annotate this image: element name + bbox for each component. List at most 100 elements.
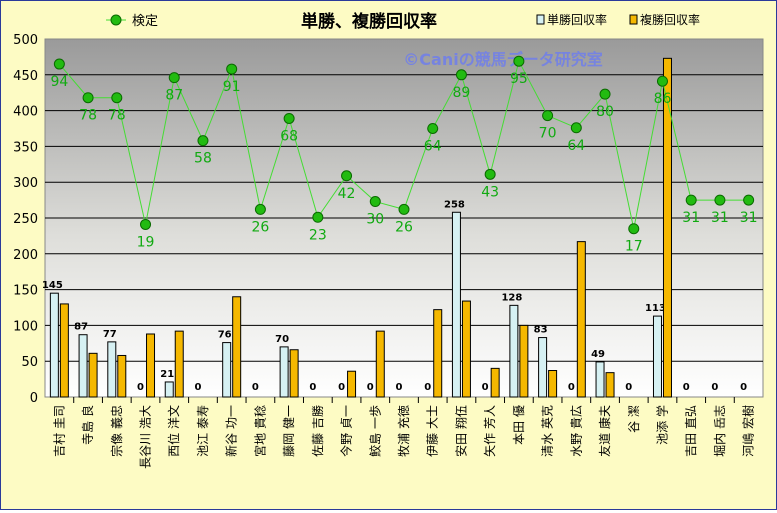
legend-label: 検定 [132, 14, 158, 29]
bar-data-label: 76 [218, 330, 232, 341]
bar-単勝回収率 [652, 315, 662, 398]
bar-複勝回収率 [232, 296, 242, 398]
x-tick-label: 清水 英克 [541, 405, 555, 457]
x-tick-label: 長谷川 浩大 [139, 405, 153, 469]
y-tick-label: 50 [21, 355, 38, 370]
bar-複勝回収率 [347, 370, 357, 398]
x-tick-label: 池江 泰寿 [196, 405, 210, 457]
x-tick-label: 吉村 圭司 [52, 405, 66, 457]
x-tick-label: 友道 康夫 [597, 405, 612, 457]
bar-data-label: 0 [711, 382, 718, 393]
line-data-label: 31 [740, 210, 758, 226]
legend-line-marker [110, 14, 122, 26]
bar-単勝回収率 [451, 211, 461, 398]
bar-data-label: 0 [683, 382, 690, 393]
bar-単勝回収率 [595, 361, 605, 398]
bar-data-label: 87 [74, 322, 88, 333]
line-data-label: 91 [223, 79, 241, 95]
x-tick-label: 伊藤 大士 [426, 405, 440, 457]
bar-単勝回収率 [107, 341, 117, 398]
bar-単勝回収率 [49, 292, 59, 398]
bar-data-label: 0 [568, 382, 575, 393]
bar-data-label: 0 [367, 382, 374, 393]
line-point [743, 194, 755, 206]
y-tick-label: 0 [30, 391, 38, 406]
line-point [398, 203, 410, 215]
bar-複勝回収率 [519, 324, 529, 398]
bar-data-label: 113 [645, 303, 666, 314]
y-tick-label: 100 [13, 319, 38, 334]
y-tick-label: 300 [13, 176, 38, 191]
line-data-label: 42 [338, 186, 356, 202]
bar-data-label: 0 [252, 382, 259, 393]
x-tick-label: 吉田 直弘 [684, 405, 698, 457]
bar-複勝回収率 [88, 352, 98, 398]
line-point [599, 88, 611, 100]
line-point [484, 168, 496, 180]
bar-単勝回収率 [279, 346, 289, 398]
line-data-label: 78 [108, 108, 126, 124]
bar-data-label: 21 [160, 369, 174, 380]
line-point [140, 218, 152, 230]
line-point [53, 58, 65, 70]
legend-label: 単勝回収率 [547, 12, 607, 27]
line-point [283, 112, 295, 124]
bar-複勝回収率 [117, 354, 127, 398]
line-point [542, 110, 554, 122]
bar-複勝回収率 [461, 300, 471, 398]
y-tick-label: 450 [13, 69, 38, 84]
line-data-label: 89 [453, 85, 471, 101]
line-point [455, 69, 467, 81]
legend-label: 複勝回収率 [640, 12, 700, 27]
bar-data-label: 0 [740, 382, 747, 393]
bar-data-label: 128 [501, 292, 522, 303]
bar-複勝回収率 [146, 333, 156, 398]
x-tick-label: 本田 優 [512, 405, 526, 445]
x-tick-label: 西位 洋文 [166, 405, 181, 457]
line-data-label: 58 [194, 151, 212, 167]
bar-複勝回収率 [289, 349, 299, 398]
line-data-label: 31 [711, 210, 729, 226]
bar-data-label: 0 [338, 382, 345, 393]
y-tick-label: 150 [13, 284, 38, 299]
bar-data-label: 77 [103, 329, 117, 340]
bar-data-label: 145 [42, 280, 63, 291]
line-data-label: 31 [682, 210, 700, 226]
x-tick-label: 鮫島 一歩 [367, 405, 382, 457]
x-tick-label: 藤岡 健一 [282, 405, 296, 457]
bar-複勝回収率 [375, 330, 385, 398]
x-tick-label: 安田 翔伍 [453, 405, 468, 457]
y-tick-label: 200 [13, 248, 38, 263]
bar-data-label: 0 [482, 382, 489, 393]
line-data-label: 87 [165, 88, 183, 104]
line-point [82, 92, 94, 104]
bar-単勝回収率 [164, 381, 174, 398]
line-point [513, 55, 525, 67]
y-axis: 0 50 100 150 200 250 300 350 400 450 500 [13, 33, 38, 406]
x-axis: 吉村 圭司 寺島 良宗像 義忠 長谷川 浩大 西位 洋文 池江 泰寿 新谷 功一 宮地 貴稔… [52, 397, 756, 469]
bar-data-label: 49 [591, 349, 605, 360]
y-tick-label: 500 [13, 33, 38, 48]
bar-複勝回収率 [59, 303, 69, 398]
line-data-label: 43 [481, 184, 499, 200]
bar-単勝回収率 [78, 334, 88, 398]
x-tick-label: 堀内 岳志 [712, 405, 727, 457]
x-tick-label: 谷 潔 [627, 405, 641, 433]
line-series: 94 78 78 19 87 58 91 26 68 23 42 30 26 64 89 43 95 70 64 80… [50, 55, 758, 255]
y-tick-label: 250 [13, 212, 38, 227]
line-point [714, 194, 726, 206]
line-data-label: 26 [251, 219, 269, 235]
bar-data-label: 0 [194, 382, 201, 393]
legend-swatch [536, 14, 545, 25]
bar-data-label: 70 [275, 334, 289, 345]
y-tick-label: 400 [13, 105, 38, 120]
bar-単勝回収率 [222, 342, 232, 398]
line-data-label: 80 [596, 104, 614, 120]
x-tick-label: 水野 貴広 [569, 405, 583, 457]
bars: 145 87 77 0 21 0 76 0 70 0 0 0 0 0 258 0 128 83 0 49 0 113 0 0 0 [42, 57, 747, 398]
bar-data-label: 0 [424, 382, 431, 393]
line-data-label: 23 [309, 227, 327, 243]
line-point [254, 203, 266, 215]
